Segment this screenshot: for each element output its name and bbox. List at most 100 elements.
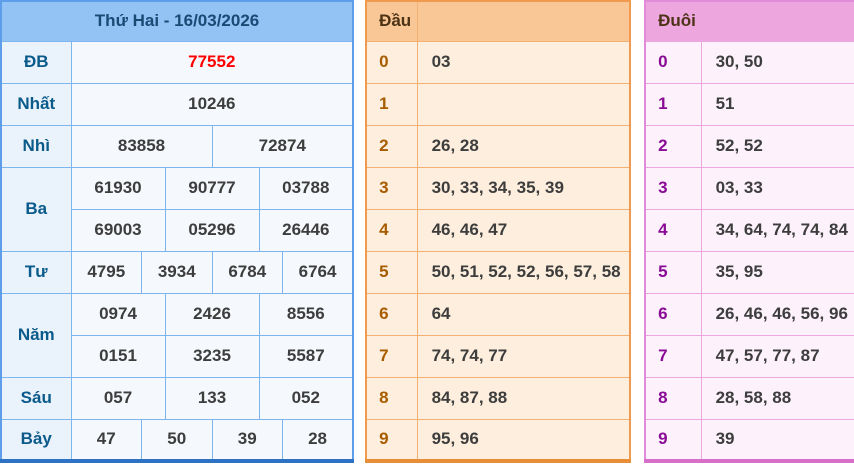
prize-value: 72874 bbox=[211, 124, 354, 168]
duoi-values: 35, 95 bbox=[700, 250, 854, 294]
duoi-header-label: Đuôi bbox=[644, 0, 702, 42]
dau-digit: 3 bbox=[365, 166, 418, 210]
dau-values: 30, 33, 34, 35, 39 bbox=[416, 166, 631, 210]
dau-digit: 2 bbox=[365, 124, 418, 168]
prize-label-nhat: Nhất bbox=[0, 82, 72, 126]
dau-row: 4 46, 46, 47 bbox=[365, 208, 631, 252]
dau-row: 8 84, 87, 88 bbox=[365, 376, 631, 420]
prize-value: 69003 bbox=[70, 208, 166, 252]
prize-value: 0974 bbox=[70, 292, 166, 336]
duoi-digit: 7 bbox=[644, 334, 702, 378]
dau-row: 7 74, 74, 77 bbox=[365, 334, 631, 378]
duoi-values: 26, 46, 46, 56, 96 bbox=[700, 292, 854, 336]
prize-value: 47 bbox=[70, 418, 142, 462]
duoi-row: 9 39 bbox=[644, 418, 854, 462]
dau-header-spacer bbox=[416, 0, 631, 42]
dau-row: 3 30, 33, 34, 35, 39 bbox=[365, 166, 631, 210]
dau-row: 0 03 bbox=[365, 40, 631, 84]
prize-label-tu: Tư bbox=[0, 250, 72, 294]
duoi-digit: 6 bbox=[644, 292, 702, 336]
dau-values: 74, 74, 77 bbox=[416, 334, 631, 378]
prize-row-nam-2: 0151 3235 5587 bbox=[1, 334, 354, 378]
duoi-digit: 9 bbox=[644, 418, 702, 462]
prize-value: 5587 bbox=[258, 334, 354, 378]
dau-values: 03 bbox=[416, 40, 631, 84]
prize-value: 052 bbox=[258, 376, 354, 420]
duoi-values: 47, 57, 77, 87 bbox=[700, 334, 854, 378]
prize-row-nhi: Nhì 83858 72874 bbox=[0, 124, 354, 168]
duoi-digit: 4 bbox=[644, 208, 702, 252]
dau-digit: 1 bbox=[365, 82, 418, 126]
duoi-row: 3 03, 33 bbox=[644, 166, 854, 210]
duoi-digit: 8 bbox=[644, 376, 702, 420]
dau-digit: 6 bbox=[365, 292, 418, 336]
duoi-row: 1 51 bbox=[644, 82, 854, 126]
dau-row: 2 26, 28 bbox=[365, 124, 631, 168]
duoi-values: 34, 64, 74, 74, 84 bbox=[700, 208, 854, 252]
dau-row: 6 64 bbox=[365, 292, 631, 336]
prize-value: 03788 bbox=[258, 166, 354, 210]
prize-value: 2426 bbox=[164, 292, 260, 336]
prize-value: 133 bbox=[164, 376, 260, 420]
prize-row-db: ĐB 77552 bbox=[0, 40, 354, 84]
prize-value: 10246 bbox=[70, 82, 354, 126]
prize-value: 05296 bbox=[164, 208, 260, 252]
prize-value: 3934 bbox=[141, 250, 213, 294]
dau-header-row: Đầu bbox=[365, 0, 631, 42]
prize-value: 39 bbox=[211, 418, 283, 462]
duoi-table: Đuôi 0 30, 50 1 51 2 52, 52 3 03, 33 4 34, 64… bbox=[644, 0, 854, 463]
duoi-row: 4 34, 64, 74, 74, 84 bbox=[644, 208, 854, 252]
dau-header-label: Đầu bbox=[365, 0, 418, 42]
prize-label-ba: Ba bbox=[0, 166, 72, 252]
prize-value: 61930 bbox=[70, 166, 166, 210]
prize-value: 4795 bbox=[70, 250, 142, 294]
dau-digit: 4 bbox=[365, 208, 418, 252]
duoi-header-row: Đuôi bbox=[644, 0, 854, 42]
dau-row: 5 50, 51, 52, 52, 56, 57, 58 bbox=[365, 250, 631, 294]
dau-values: 64 bbox=[416, 292, 631, 336]
duoi-digit: 2 bbox=[644, 124, 702, 168]
prize-value: 50 bbox=[141, 418, 213, 462]
prize-label-nhi: Nhì bbox=[0, 124, 72, 168]
prize-row-nhat: Nhất 10246 bbox=[0, 82, 354, 126]
prize-value: 26446 bbox=[258, 208, 354, 252]
dau-digit: 9 bbox=[365, 418, 418, 462]
duoi-row: 2 52, 52 bbox=[644, 124, 854, 168]
prize-row-bay: Bảy 47 50 39 28 bbox=[0, 418, 354, 462]
dau-row: 9 95, 96 bbox=[365, 418, 631, 462]
dau-values: 46, 46, 47 bbox=[416, 208, 631, 252]
dau-values: 84, 87, 88 bbox=[416, 376, 631, 420]
prize-value: 6764 bbox=[282, 250, 354, 294]
duoi-values: 03, 33 bbox=[700, 166, 854, 210]
prize-row-ba: Ba 61930 90777 03788 bbox=[0, 166, 354, 252]
prize-row-tu: Tư 4795 3934 6784 6764 bbox=[0, 250, 354, 294]
duoi-row: 6 26, 46, 46, 56, 96 bbox=[644, 292, 854, 336]
duoi-values: 39 bbox=[700, 418, 854, 462]
prize-value: 8556 bbox=[258, 292, 354, 336]
prize-row-ba-2: 69003 05296 26446 bbox=[1, 208, 354, 252]
dau-values: 50, 51, 52, 52, 56, 57, 58 bbox=[416, 250, 631, 294]
prize-value: 3235 bbox=[164, 334, 260, 378]
prize-value: 057 bbox=[70, 376, 166, 420]
duoi-digit: 0 bbox=[644, 40, 702, 84]
dau-digit: 0 bbox=[365, 40, 418, 84]
dau-values: 26, 28 bbox=[416, 124, 631, 168]
duoi-digit: 5 bbox=[644, 250, 702, 294]
prize-results-table: Thứ Hai - 16/03/2026 ĐB 77552 Nhất 10246… bbox=[0, 0, 355, 463]
duoi-values: 51 bbox=[700, 82, 854, 126]
duoi-row: 8 28, 58, 88 bbox=[644, 376, 854, 420]
results-date-title: Thứ Hai - 16/03/2026 bbox=[0, 0, 354, 42]
duoi-header-spacer bbox=[700, 0, 854, 42]
dau-values bbox=[416, 82, 631, 126]
prize-row-nam: Năm 0974 2426 8556 bbox=[0, 292, 354, 378]
prize-label-nam: Năm bbox=[0, 292, 72, 378]
prize-value: 90777 bbox=[164, 166, 260, 210]
prize-label-bay: Bảy bbox=[0, 418, 72, 462]
results-header-row: Thứ Hai - 16/03/2026 bbox=[0, 0, 354, 42]
prize-row-sau: Sáu 057 133 052 bbox=[0, 376, 354, 420]
dau-row: 1 bbox=[365, 82, 631, 126]
dau-digit: 7 bbox=[365, 334, 418, 378]
duoi-digit: 1 bbox=[644, 82, 702, 126]
